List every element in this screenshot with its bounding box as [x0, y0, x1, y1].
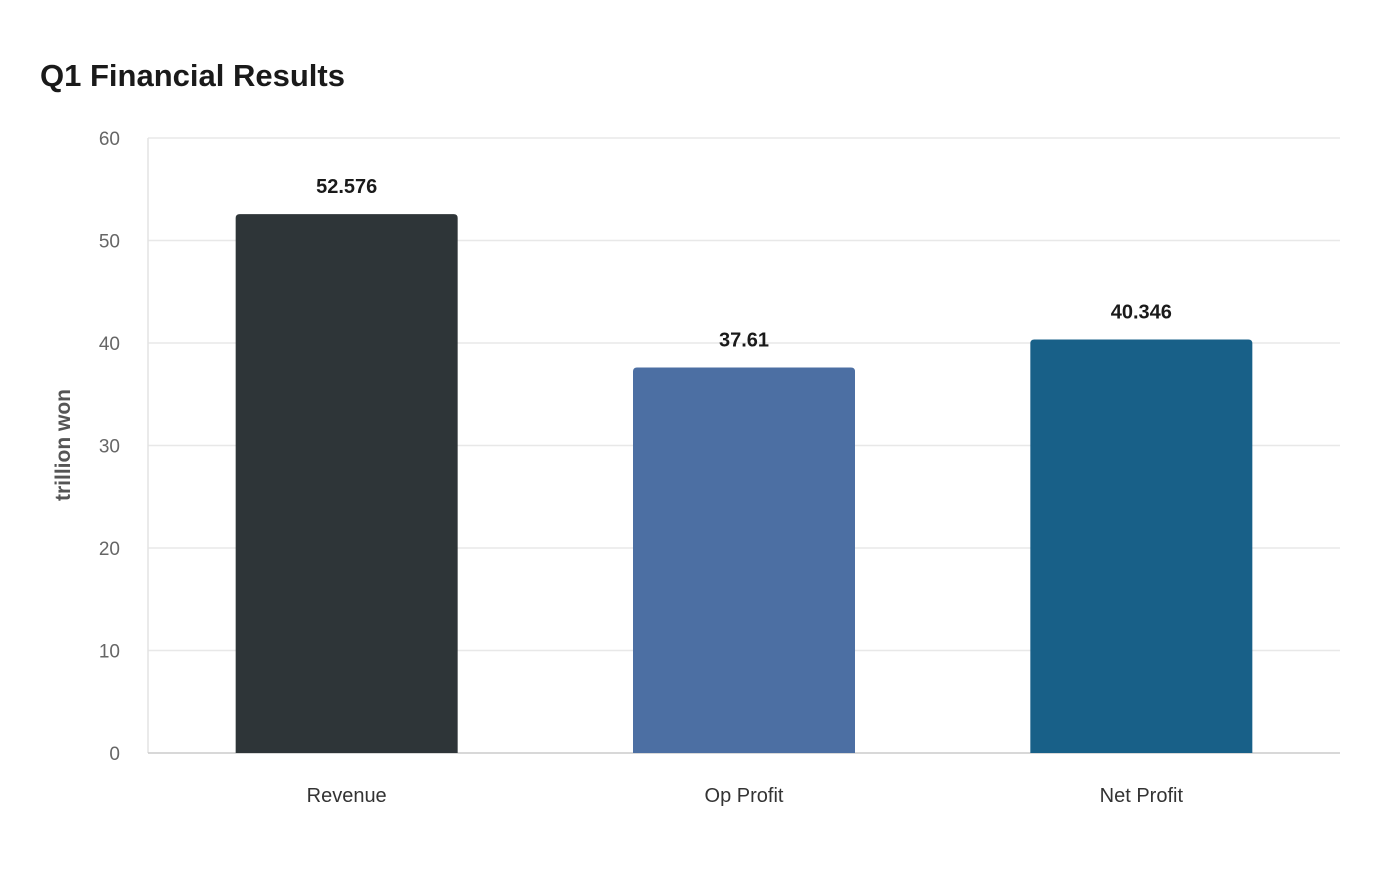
data-label: 52.576 — [316, 176, 377, 198]
y-tick-label: 20 — [99, 539, 120, 560]
bars — [235, 214, 1253, 753]
x-tick-label: Net Profit — [1100, 785, 1184, 807]
y-axis-title: trillion won — [52, 389, 75, 501]
y-tick-label: 40 — [99, 334, 120, 355]
y-tick-label: 30 — [99, 437, 120, 458]
data-label: 37.61 — [719, 329, 769, 351]
bar-revenue[interactable] — [235, 214, 458, 753]
bar-op-profit[interactable] — [633, 367, 855, 753]
x-tick-label: Op Profit — [705, 785, 784, 807]
y-tick-label: 10 — [99, 642, 120, 663]
y-tick-label: 60 — [99, 129, 120, 150]
data-label: 40.346 — [1111, 301, 1172, 323]
x-tick-label: Revenue — [307, 785, 387, 807]
bar-net-profit[interactable] — [1030, 339, 1253, 753]
chart-title: Q1 Financial Results — [40, 58, 345, 93]
labels: 0 10 20 30 40 50 60 52.576 Revenue 37.61 Op Profit… — [99, 129, 1184, 807]
y-tick-label: 50 — [99, 232, 120, 253]
y-tick-label: 0 — [109, 744, 120, 765]
